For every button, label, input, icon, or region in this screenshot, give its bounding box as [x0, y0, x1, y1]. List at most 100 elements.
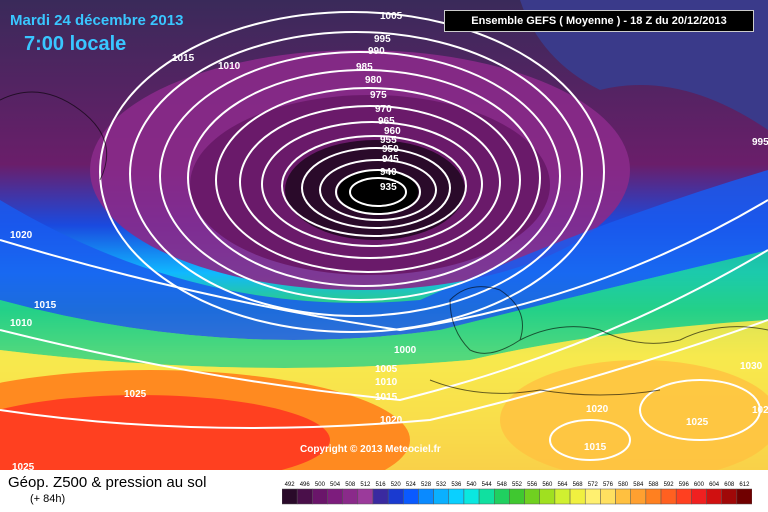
scale-tick-label: 492 [285, 482, 296, 488]
scale-tick-label: 496 [300, 482, 311, 488]
scale-tick-label: 608 [724, 482, 735, 488]
scale-tick-label: 508 [345, 482, 356, 488]
isobar-label: 1020 [586, 404, 609, 415]
scale-swatch [509, 488, 525, 505]
scale-swatch [327, 488, 343, 505]
isobar-label: 1030 [740, 361, 763, 372]
africa-region [500, 360, 768, 470]
forecast-lead: (+ 84h) [30, 493, 66, 505]
high-pressure-core [0, 395, 330, 470]
isobar-label: 1025 [124, 389, 147, 400]
isobar-label: 1010 [10, 318, 33, 329]
isobar-label: 990 [368, 46, 385, 57]
scale-swatch [387, 488, 404, 505]
scale-tick-label: 544 [482, 482, 493, 488]
scale-swatch [282, 488, 298, 505]
northeast-region [520, 0, 768, 130]
scale-swatch [418, 488, 434, 505]
scale-swatch [706, 488, 722, 505]
scale-tick-label: 500 [315, 482, 326, 488]
isobar-label: 935 [380, 182, 397, 193]
isobar-label: 985 [356, 62, 373, 73]
scale-tick-label: 568 [573, 482, 584, 488]
scale-swatch [615, 488, 631, 505]
scale-swatch [721, 488, 738, 505]
scale-swatch [675, 488, 692, 505]
scale-tick-label: 576 [603, 482, 614, 488]
scale-swatch [433, 488, 450, 505]
scale-swatch [584, 488, 601, 505]
scale-tick-label: 520 [391, 482, 402, 488]
scale-tick-label: 504 [330, 482, 341, 488]
isobar-label: 1015 [375, 392, 398, 403]
isobar-label: 1020 [380, 415, 403, 426]
isobar-label: 975 [370, 90, 387, 101]
isobar-label: 955 [380, 135, 397, 146]
scale-swatch [494, 488, 510, 505]
scale-tick-label: 560 [542, 482, 553, 488]
isobar-label: 995 [752, 137, 768, 148]
scale-swatch [342, 488, 359, 505]
isobars [0, 11, 768, 461]
scale-tick-label: 552 [512, 482, 523, 488]
scale-tick-label: 524 [406, 482, 417, 488]
scale-swatch [539, 488, 556, 505]
scale-tick-label: 584 [633, 482, 644, 488]
scale-tick-label: 516 [376, 482, 387, 488]
scale-tick-label: 564 [557, 482, 568, 488]
scale-tick-label: 536 [451, 482, 462, 488]
forecast-date: Mardi 24 décembre 2013 [10, 12, 184, 29]
scale-tick-label: 580 [618, 482, 629, 488]
isobar-label: 1015 [172, 53, 195, 64]
scale-tick-label: 612 [739, 482, 750, 488]
scale-swatch [312, 488, 328, 505]
scale-swatch [372, 488, 389, 505]
isobar-label: 940 [380, 167, 397, 178]
low-center-core [338, 170, 418, 214]
isobar-label: 1025 [12, 462, 35, 470]
isobar-label: 1015 [584, 442, 607, 453]
copyright-notice: Copyright © 2013 Meteociel.fr [300, 444, 441, 455]
isobar-label: 1010 [375, 377, 398, 388]
isobar-label: 1020 [10, 230, 33, 241]
scale-swatch [357, 488, 374, 505]
scale-swatch [736, 488, 752, 505]
forecast-time: 7:00 locale [24, 33, 127, 55]
coastlines [0, 91, 768, 396]
scale-swatch [600, 488, 616, 505]
isobar-label: 970 [375, 104, 392, 115]
scale-swatch [478, 488, 495, 505]
scale-swatch [463, 488, 480, 505]
isobar-label: 980 [365, 75, 382, 86]
scale-tick-label: 528 [421, 482, 432, 488]
scale-swatch [554, 488, 571, 505]
scale-swatch [448, 488, 465, 505]
isobar-label: 1005 [380, 11, 403, 22]
scale-swatch [645, 488, 662, 505]
map-variable-title: Géop. Z500 & pression au sol [8, 474, 207, 491]
scale-tick-label: 592 [664, 482, 675, 488]
isobar-label: 1015 [34, 300, 57, 311]
isobar-label: 965 [378, 116, 395, 127]
isobar-label: 1000 [394, 345, 417, 356]
isobar-label: 1020 [752, 405, 768, 416]
scale-swatch [630, 488, 647, 505]
isobar-label: 1005 [375, 364, 398, 375]
isobar-label: 950 [382, 144, 399, 155]
scale-tick-label: 588 [648, 482, 659, 488]
color-scale: 492 496 500 504 508 512 516 520 524 528 532 536 540 5… [282, 482, 752, 505]
isobar-label: 960 [384, 126, 401, 137]
scale-tick-label: 596 [679, 482, 690, 488]
isobar-label: 1025 [686, 417, 709, 428]
scale-swatch [569, 488, 586, 505]
mid-band [0, 250, 768, 368]
scale-tick-label: 572 [588, 482, 599, 488]
scale-tick-label: 540 [467, 482, 478, 488]
isobar-label: 945 [382, 154, 399, 165]
scale-tick-label: 548 [497, 482, 508, 488]
isobar-label: 1010 [218, 61, 241, 72]
scale-swatch [660, 488, 677, 505]
